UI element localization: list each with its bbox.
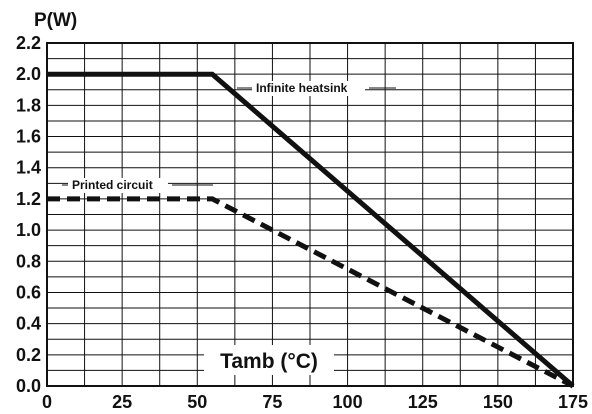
x-axis-title: Tamb (°C) xyxy=(220,350,318,373)
y-tick-label: 1.6 xyxy=(16,127,41,147)
x-tick-label: 125 xyxy=(408,392,438,412)
y-tick-label: 1.4 xyxy=(16,158,41,178)
x-tick-label: 150 xyxy=(483,392,513,412)
y-axis-ticks: 0.0 0.2 0.4 0.6 0.8 1.0 1.2 1.4 1.6 1.8 2.0 2.2 xyxy=(16,33,41,396)
y-tick-label: 0.4 xyxy=(16,314,41,334)
annotations-layer: Infinite heatsink Printed circuit xyxy=(62,81,396,193)
y-tick-label: 1.0 xyxy=(16,220,41,240)
x-tick-label: 100 xyxy=(333,392,363,412)
x-axis-ticks: 0 25 50 75 100 125 150 175 xyxy=(42,392,588,412)
x-tick-label: 0 xyxy=(42,392,52,412)
series-line-printed-circuit xyxy=(47,196,575,389)
series-line-infinite-heatsink xyxy=(47,71,575,388)
y-tick-label: 0.0 xyxy=(16,376,41,396)
y-tick-label: 0.8 xyxy=(16,251,41,271)
series-layer xyxy=(47,71,575,389)
annotation-background-infinite-heatsink xyxy=(252,81,365,96)
y-tick-label: 2.0 xyxy=(16,64,41,84)
annotation-label-printed-circuit: Printed circuit xyxy=(72,178,153,192)
plot-frame xyxy=(46,42,574,387)
annotation-label-infinite-heatsink: Infinite heatsink xyxy=(256,81,348,95)
x-axis-title-background xyxy=(204,345,334,375)
annotation-background-printed-circuit xyxy=(68,178,168,193)
y-tick-label: 1.8 xyxy=(16,95,41,115)
y-axis-title: P(W) xyxy=(34,10,77,31)
plot-border xyxy=(46,42,574,387)
x-tick-label: 50 xyxy=(187,392,207,412)
y-tick-label: 2.2 xyxy=(16,33,41,53)
y-tick-label: 0.2 xyxy=(16,345,41,365)
x-tick-label: 175 xyxy=(558,392,588,412)
y-tick-label: 0.6 xyxy=(16,282,41,302)
x-tick-label: 75 xyxy=(262,392,282,412)
y-tick-label: 1.2 xyxy=(16,189,41,209)
x-tick-label: 25 xyxy=(112,392,132,412)
